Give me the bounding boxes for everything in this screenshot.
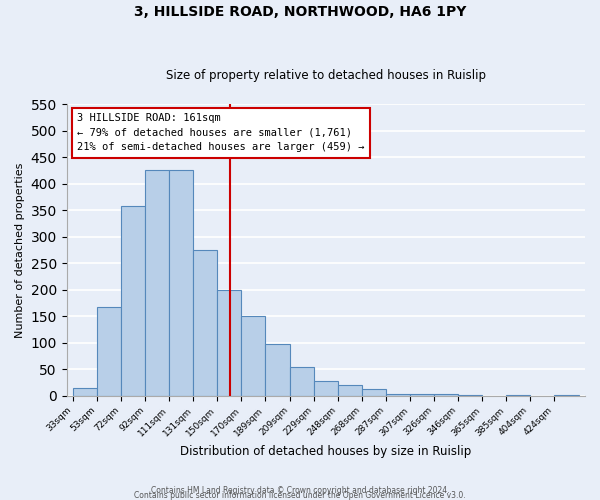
Title: Size of property relative to detached houses in Ruislip: Size of property relative to detached ho… bbox=[166, 69, 486, 82]
Bar bbox=[97, 306, 121, 396]
Bar bbox=[193, 250, 217, 396]
Bar bbox=[217, 290, 241, 396]
Bar bbox=[386, 394, 410, 396]
Bar bbox=[458, 394, 482, 396]
Bar bbox=[338, 385, 362, 396]
Text: Contains public sector information licensed under the Open Government Licence v3: Contains public sector information licen… bbox=[134, 491, 466, 500]
Bar bbox=[121, 206, 145, 396]
Y-axis label: Number of detached properties: Number of detached properties bbox=[15, 162, 25, 338]
Bar bbox=[554, 395, 579, 396]
Text: 3 HILLSIDE ROAD: 161sqm
← 79% of detached houses are smaller (1,761)
21% of semi: 3 HILLSIDE ROAD: 161sqm ← 79% of detache… bbox=[77, 113, 365, 152]
Bar bbox=[362, 389, 386, 396]
Bar bbox=[410, 394, 434, 396]
Bar bbox=[241, 316, 265, 396]
Bar bbox=[434, 394, 458, 396]
Bar bbox=[265, 344, 290, 396]
Bar bbox=[73, 388, 97, 396]
Bar bbox=[314, 382, 338, 396]
Bar bbox=[290, 366, 314, 396]
Bar bbox=[506, 395, 530, 396]
Bar bbox=[169, 170, 193, 396]
Text: Contains HM Land Registry data © Crown copyright and database right 2024.: Contains HM Land Registry data © Crown c… bbox=[151, 486, 449, 495]
Text: 3, HILLSIDE ROAD, NORTHWOOD, HA6 1PY: 3, HILLSIDE ROAD, NORTHWOOD, HA6 1PY bbox=[134, 5, 466, 19]
Bar bbox=[145, 170, 169, 396]
X-axis label: Distribution of detached houses by size in Ruislip: Distribution of detached houses by size … bbox=[180, 444, 472, 458]
